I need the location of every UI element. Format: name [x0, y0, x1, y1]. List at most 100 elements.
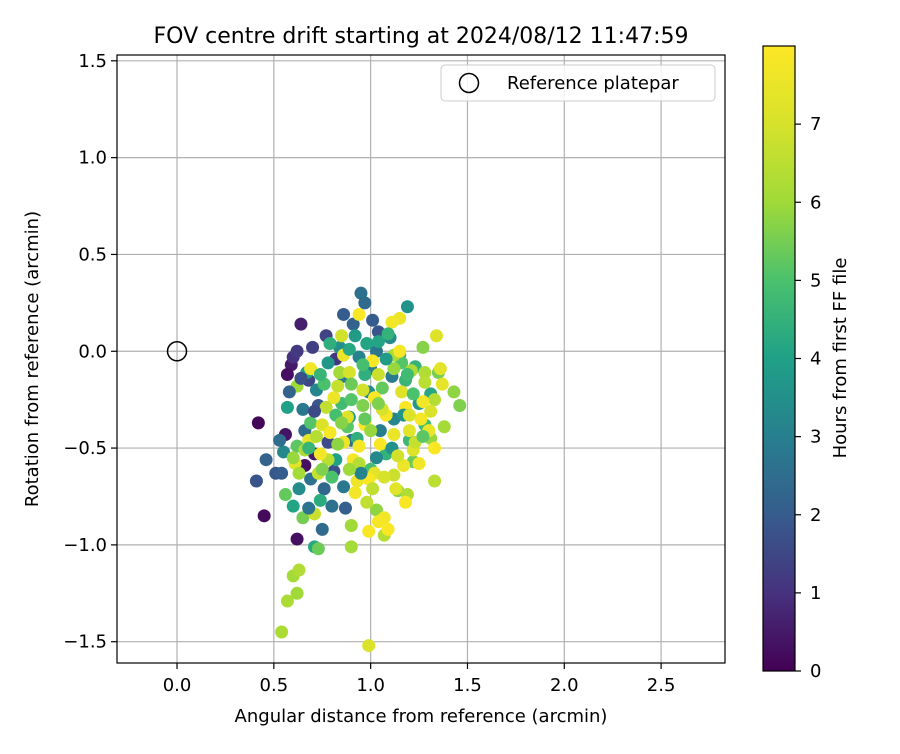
data-point — [373, 437, 387, 451]
data-point — [381, 327, 395, 341]
data-point — [337, 480, 351, 494]
data-point — [308, 404, 322, 418]
data-point — [321, 356, 335, 370]
data-point — [416, 395, 430, 409]
data-point — [364, 424, 378, 438]
data-point — [371, 325, 385, 339]
data-point — [286, 499, 300, 513]
data-point — [290, 586, 304, 600]
data-point — [429, 329, 443, 343]
data-point — [311, 542, 325, 556]
colorbar-tick-label: 7 — [810, 114, 821, 135]
data-point — [418, 375, 432, 389]
x-axis-label: Angular distance from reference (arcmin) — [235, 706, 608, 727]
data-point — [354, 466, 368, 480]
data-point — [428, 393, 442, 407]
legend-reference-marker — [458, 72, 480, 94]
data-point — [348, 329, 362, 343]
legend-entry-label: Reference platepar — [507, 73, 679, 94]
data-point — [356, 398, 370, 412]
data-point — [402, 424, 416, 438]
data-point — [346, 317, 360, 331]
data-point — [338, 501, 352, 515]
data-point — [352, 307, 366, 321]
data-point — [358, 296, 372, 310]
y-tick-label: 0.5 — [78, 244, 107, 265]
y-tick-label: 0.0 — [78, 341, 107, 362]
data-point — [375, 381, 389, 395]
data-point — [360, 337, 374, 351]
colorbar-tick-label: 5 — [810, 270, 821, 291]
data-points — [249, 286, 467, 653]
data-point — [273, 433, 287, 447]
data-point — [393, 344, 407, 358]
data-point — [342, 366, 356, 380]
data-point — [313, 493, 327, 507]
data-point — [296, 402, 310, 416]
data-point — [309, 429, 323, 443]
data-point — [302, 501, 316, 515]
data-point — [331, 437, 345, 451]
data-point — [323, 426, 337, 440]
data-point — [315, 462, 329, 476]
data-point — [385, 315, 399, 329]
data-point — [373, 424, 387, 438]
data-point — [292, 482, 306, 496]
data-point — [294, 371, 308, 385]
data-point — [366, 482, 380, 496]
data-point — [399, 495, 413, 509]
x-axis-ticks: 0.0 0.5 1.0 1.5 2.0 2.5 — [163, 663, 675, 696]
y-tick-label: −0.5 — [63, 438, 107, 459]
colorbar-tick-label: 4 — [810, 349, 821, 370]
data-point — [306, 340, 320, 354]
colorbar-ticks: 0 1 2 3 4 5 6 7 — [795, 114, 821, 682]
data-point — [296, 511, 310, 525]
data-point — [278, 488, 292, 502]
colorbar-tick-label: 3 — [810, 427, 821, 448]
data-point — [251, 416, 265, 430]
data-point — [323, 337, 337, 351]
y-axis-label: Rotation from reference (arcmin) — [22, 211, 43, 507]
data-point — [387, 468, 401, 482]
data-point — [377, 470, 391, 484]
data-point — [342, 342, 356, 356]
data-point — [294, 317, 308, 331]
data-point — [428, 474, 442, 488]
data-point — [290, 344, 304, 358]
data-point — [319, 400, 333, 414]
data-point — [335, 416, 349, 430]
data-point — [304, 416, 318, 430]
data-point — [352, 457, 366, 471]
data-point — [249, 474, 263, 488]
colorbar-tick-label: 6 — [810, 192, 821, 213]
data-point — [356, 383, 370, 397]
data-point — [362, 524, 376, 538]
data-point — [400, 367, 414, 381]
x-tick-label: 2.0 — [550, 675, 579, 696]
data-point — [371, 397, 385, 411]
data-point — [352, 439, 366, 453]
data-point — [400, 300, 414, 314]
data-point — [280, 400, 294, 414]
data-point — [433, 362, 447, 376]
data-point — [414, 412, 428, 426]
data-point — [317, 482, 331, 496]
data-point — [360, 495, 374, 509]
data-point — [292, 563, 306, 577]
data-point — [257, 509, 271, 523]
data-point — [313, 367, 327, 381]
data-point — [337, 307, 351, 321]
legend: Reference platepar — [440, 64, 716, 102]
reference-platepar-marker — [166, 341, 188, 362]
colorbar-tick-label: 1 — [810, 583, 821, 604]
data-point — [412, 457, 426, 471]
colorbar-gradient — [762, 45, 796, 672]
colorbar-tick-label: 0 — [810, 661, 821, 682]
data-point — [342, 462, 356, 476]
data-point — [371, 515, 385, 529]
data-point — [344, 377, 358, 391]
data-point — [313, 447, 327, 461]
data-point — [387, 362, 401, 376]
y-tick-label: 1.0 — [78, 148, 107, 169]
